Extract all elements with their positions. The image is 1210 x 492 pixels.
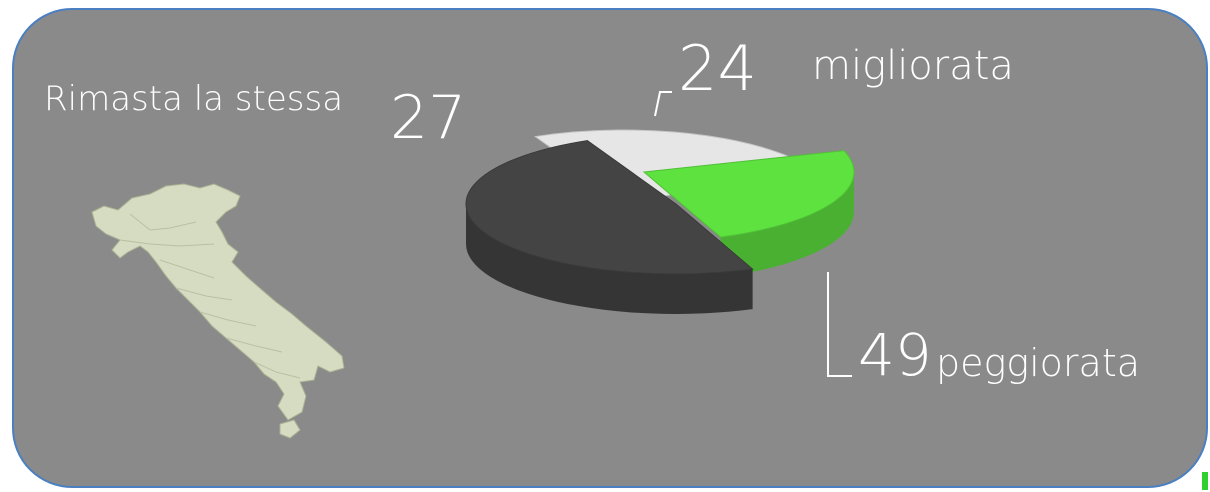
- italy-map-icon: [91, 183, 345, 439]
- pie-slice-side-2: [466, 204, 753, 315]
- label-rimasta-la-stessa: Rimasta la stessa: [44, 79, 344, 119]
- leader-line-peggiorata: [827, 272, 852, 377]
- label-migliorata: migliorata: [812, 43, 1014, 89]
- pie-slices: [465, 129, 855, 315]
- pie-slice-migliorata: [642, 150, 855, 238]
- value-label-migliorata: 24: [678, 32, 757, 105]
- label-peggiorata: peggiorata: [936, 341, 1141, 385]
- accent-bar: [1202, 472, 1208, 490]
- leader-line-migliorata: [654, 91, 672, 117]
- pie-slice-side-1: [720, 172, 854, 278]
- value-label-peggiorata: 49: [858, 321, 932, 389]
- pie-slice-peggiorata: [465, 140, 754, 275]
- value-label-rimasta-la-stessa: 27: [390, 83, 467, 153]
